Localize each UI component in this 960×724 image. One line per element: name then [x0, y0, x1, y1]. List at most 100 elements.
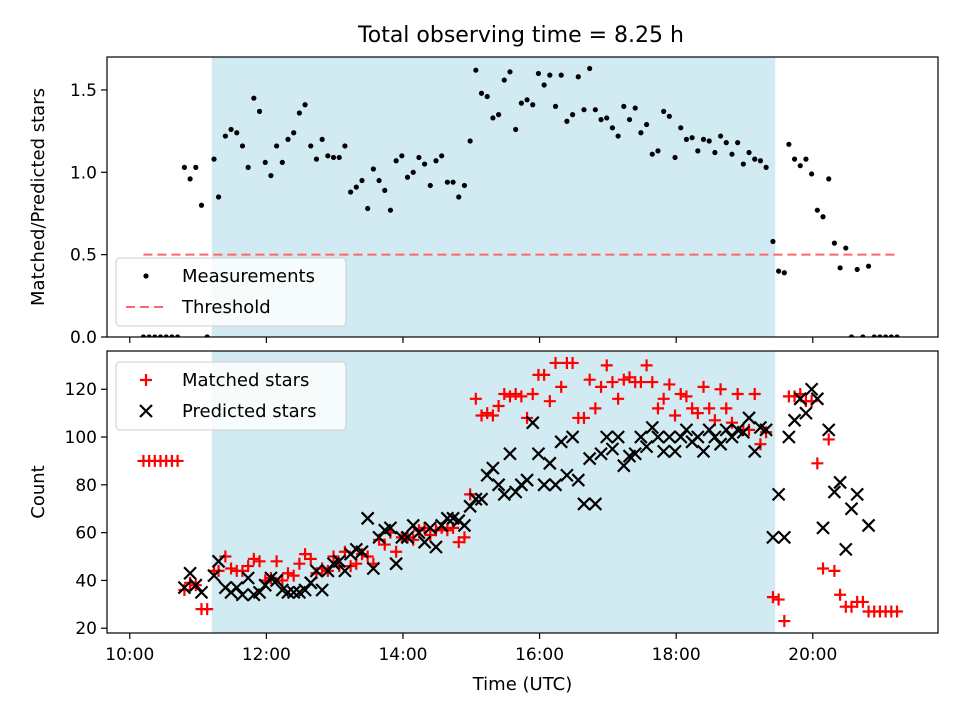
data-point: [891, 605, 904, 618]
data-point: [378, 538, 391, 551]
y-tick-label: 20: [75, 619, 97, 639]
data-point: [461, 182, 468, 189]
data-point: [495, 112, 502, 118]
data-point: [543, 395, 556, 408]
data-point: [366, 561, 381, 576]
data-point: [241, 571, 255, 585]
data-point: [492, 399, 505, 412]
data-point: [498, 388, 511, 401]
legend-box: [115, 361, 347, 431]
data-point: [713, 437, 728, 451]
data-point: [537, 478, 551, 492]
data-point: [359, 177, 365, 184]
data-point: [850, 487, 864, 502]
data-point: [612, 392, 625, 405]
data-point: [655, 148, 661, 154]
data-point: [285, 136, 291, 142]
data-point: [888, 334, 894, 337]
data-point: [555, 380, 568, 393]
data-point: [740, 161, 746, 167]
data-point: [207, 568, 221, 583]
data-point: [747, 444, 762, 459]
data-point: [781, 270, 787, 276]
data-point: [222, 133, 228, 139]
data-point: [759, 423, 773, 437]
data-point: [571, 473, 586, 487]
data-point: [560, 468, 574, 483]
data-point: [814, 207, 820, 213]
y-tick-label: 40: [75, 571, 97, 591]
data-point: [481, 407, 494, 420]
data-point: [861, 518, 876, 533]
data-point: [828, 564, 841, 577]
data-point: [770, 238, 776, 245]
data-point: [404, 174, 411, 180]
data-point: [239, 143, 246, 149]
data-point: [353, 184, 359, 190]
data-point: [423, 521, 438, 535]
data-point: [211, 554, 226, 569]
x-tick-label: 10:00: [105, 645, 154, 665]
data-point: [181, 164, 188, 170]
data-point: [831, 240, 838, 246]
y-axis-label: Matched/Predicted stars: [28, 88, 49, 306]
data-point: [717, 133, 724, 139]
data-point: [225, 562, 238, 575]
data-point: [672, 154, 678, 161]
data-point: [657, 392, 670, 405]
data-point: [691, 407, 704, 420]
data-point: [293, 557, 306, 570]
data-point: [669, 409, 682, 422]
data-point: [524, 97, 530, 103]
x-axis-label: Time (UTC): [472, 674, 573, 695]
legend-box: [115, 257, 347, 327]
data-point: [582, 451, 597, 466]
data-point: [194, 585, 209, 600]
data-point: [296, 110, 302, 116]
legend: Matched stars Predicted stars: [115, 361, 347, 431]
data-point: [674, 388, 687, 401]
data-point: [429, 540, 443, 554]
data-point: [270, 555, 283, 568]
legend-swatch: [139, 404, 153, 418]
data-point: [617, 373, 630, 386]
data-point: [245, 164, 251, 170]
data-point: [549, 356, 562, 369]
data-point: [543, 456, 557, 471]
legend-label: Threshold: [181, 297, 271, 318]
data-point: [304, 552, 317, 565]
data-point: [766, 530, 780, 545]
data-point: [552, 103, 559, 110]
data-point: [776, 268, 782, 274]
data-point: [632, 105, 638, 111]
data-point: [661, 108, 667, 114]
data-point: [834, 588, 847, 601]
x-tick-label: 16:00: [515, 645, 564, 665]
data-point: [526, 388, 539, 401]
data-point: [281, 585, 295, 600]
data-point: [247, 552, 260, 565]
data-point: [183, 566, 197, 581]
data-point: [215, 194, 222, 200]
data-point: [793, 392, 808, 406]
data-point: [325, 153, 331, 159]
data-point: [387, 207, 394, 213]
data-point: [611, 430, 625, 444]
data-point: [565, 430, 580, 444]
data-point: [475, 409, 488, 422]
data-point: [697, 380, 710, 393]
data-point: [376, 177, 382, 184]
data-point: [604, 115, 610, 121]
data-point: [253, 555, 266, 568]
data-point: [410, 169, 416, 175]
data-point: [152, 334, 158, 337]
data-point: [193, 164, 199, 170]
data-point: [837, 265, 843, 271]
data-point: [187, 176, 193, 182]
data-point: [651, 402, 664, 415]
data-point: [772, 593, 785, 606]
data-point: [856, 595, 869, 608]
data-point: [609, 125, 616, 131]
data-point: [588, 497, 603, 511]
data-point: [332, 554, 347, 569]
